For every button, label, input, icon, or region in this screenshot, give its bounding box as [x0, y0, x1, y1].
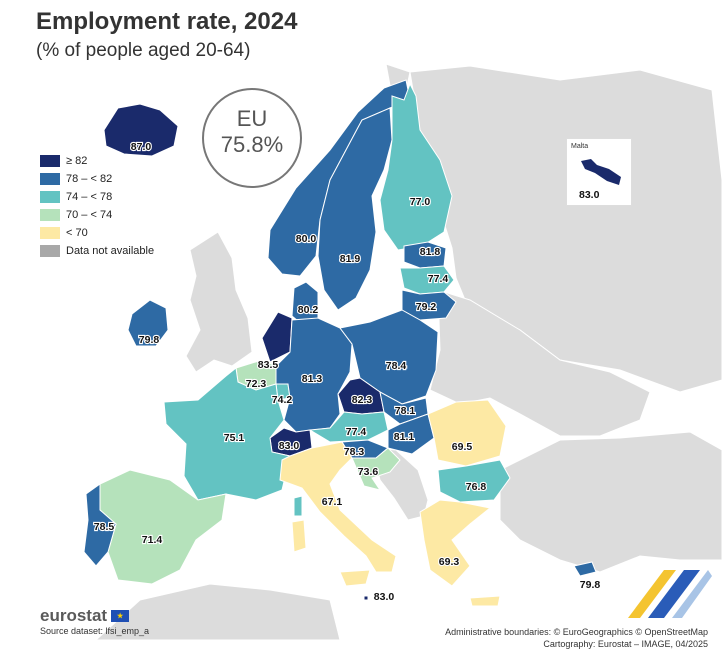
country-malta-dot[interactable] [363, 595, 369, 601]
country-bulgaria[interactable] [437, 459, 511, 503]
label-croatia: 73.6 [358, 466, 379, 478]
legend-item: 74 – < 78 [40, 188, 154, 206]
label-sweden: 81.9 [340, 253, 361, 265]
label-greece: 69.3 [439, 556, 460, 568]
legend-item: ≥ 82 [40, 152, 154, 170]
land-belarus-ukraine [429, 289, 651, 437]
page-subtitle: (% of people aged 20-64) [36, 40, 251, 61]
legend-swatch [40, 209, 60, 221]
country-crete[interactable] [469, 595, 501, 607]
legend-swatch [40, 155, 60, 167]
eurostat-stripes-logo [628, 570, 712, 618]
countries [83, 79, 597, 607]
legend-item: 70 – < 74 [40, 206, 154, 224]
legend: ≥ 82 78 – < 82 74 – < 78 70 – < 74 < 70 … [40, 152, 154, 260]
country-latvia[interactable] [399, 265, 455, 295]
label-slovenia: 78.3 [344, 446, 365, 458]
label-iceland: 87.0 [131, 141, 152, 153]
legend-label: Data not available [66, 245, 155, 257]
credits-boundaries: Administrative boundaries: © EuroGeograp… [445, 627, 708, 637]
legend-label: 78 – < 82 [66, 173, 113, 185]
legend-swatch [40, 227, 60, 239]
value-labels: 87.0 80.0 81.9 77.0 81.8 77.4 79.2 80.2 … [93, 140, 602, 604]
label-italy: 67.1 [322, 496, 343, 508]
land-uk [185, 231, 253, 373]
label-austria: 77.4 [346, 426, 367, 438]
country-sardinia[interactable] [291, 519, 307, 553]
country-austria[interactable] [308, 411, 389, 443]
eu-label: EU [236, 106, 268, 131]
country-croatia[interactable] [351, 447, 401, 491]
malta-inset-map [581, 159, 621, 185]
legend-label: < 70 [66, 227, 88, 239]
land-turkey [499, 431, 722, 573]
country-romania[interactable] [427, 399, 507, 467]
country-cyprus[interactable] [573, 561, 597, 577]
eu-flag-icon: ★ [111, 610, 130, 622]
legend-item: < 70 [40, 224, 154, 242]
label-slovakia: 78.1 [395, 405, 416, 417]
country-poland[interactable] [339, 309, 439, 405]
label-hungary: 81.1 [394, 431, 415, 443]
label-czechia: 82.3 [352, 394, 373, 406]
country-iceland[interactable] [103, 103, 179, 157]
label-switzerland: 83.0 [279, 440, 300, 452]
label-spain: 71.4 [142, 534, 163, 546]
label-lithuania: 79.2 [416, 301, 437, 313]
country-italy[interactable] [279, 441, 397, 573]
label-luxembourg: 74.2 [272, 394, 293, 406]
country-finland[interactable] [379, 82, 453, 251]
country-ireland[interactable] [127, 299, 169, 347]
eurostat-logo: eurostat ★ [40, 606, 130, 626]
malta-inset-name: Malta [571, 143, 589, 150]
legend-label: ≥ 82 [66, 155, 88, 167]
label-portugal: 78.5 [94, 521, 115, 533]
label-poland: 78.4 [386, 360, 407, 372]
country-germany[interactable] [275, 317, 353, 433]
legend-swatch [40, 191, 60, 203]
country-france[interactable] [163, 367, 291, 501]
label-finland: 77.0 [410, 196, 431, 208]
legend-item: 78 – < 82 [40, 170, 154, 188]
land-north-africa [94, 583, 341, 641]
country-greece[interactable] [419, 499, 492, 587]
country-portugal[interactable] [83, 483, 117, 567]
label-belgium: 72.3 [246, 378, 267, 390]
malta-shape [581, 159, 621, 185]
label-denmark: 80.2 [298, 304, 319, 316]
legend-item: Data not available [40, 242, 154, 260]
legend-swatch [40, 173, 60, 185]
label-estonia: 81.8 [420, 246, 441, 258]
label-cyprus: 79.8 [580, 579, 601, 591]
credits-cartography: Cartography: Eurostat – IMAGE, 04/2025 [543, 639, 708, 649]
label-bulgaria: 76.8 [466, 481, 487, 493]
non-eu-land [94, 63, 722, 641]
eu-value: 75.8% [220, 132, 284, 157]
label-netherlands: 83.5 [258, 359, 279, 371]
label-malta: 83.0 [374, 591, 395, 603]
label-norway: 80.0 [296, 233, 317, 245]
country-sweden[interactable] [317, 107, 393, 311]
country-corsica[interactable] [293, 495, 303, 517]
label-france: 75.1 [224, 432, 245, 444]
legend-label: 74 – < 78 [66, 191, 113, 203]
malta-inset: Malta 83.0 [566, 138, 632, 206]
eurostat-brand: eurostat [40, 606, 108, 625]
country-sicily[interactable] [339, 569, 371, 587]
credits: Administrative boundaries: © EuroGeograp… [445, 626, 708, 650]
legend-swatch [40, 245, 60, 257]
page-title: Employment rate, 2024 [36, 8, 298, 35]
label-germany: 81.3 [302, 373, 323, 385]
eu-average-badge: EU 75.8% [202, 88, 302, 188]
legend-label: 70 – < 74 [66, 209, 113, 221]
label-ireland: 79.8 [139, 334, 160, 346]
label-romania: 69.5 [452, 441, 473, 453]
label-latvia: 77.4 [428, 273, 449, 285]
malta-inset-value: 83.0 [579, 189, 600, 201]
source-note: Source dataset: lfsi_emp_a [40, 626, 150, 636]
